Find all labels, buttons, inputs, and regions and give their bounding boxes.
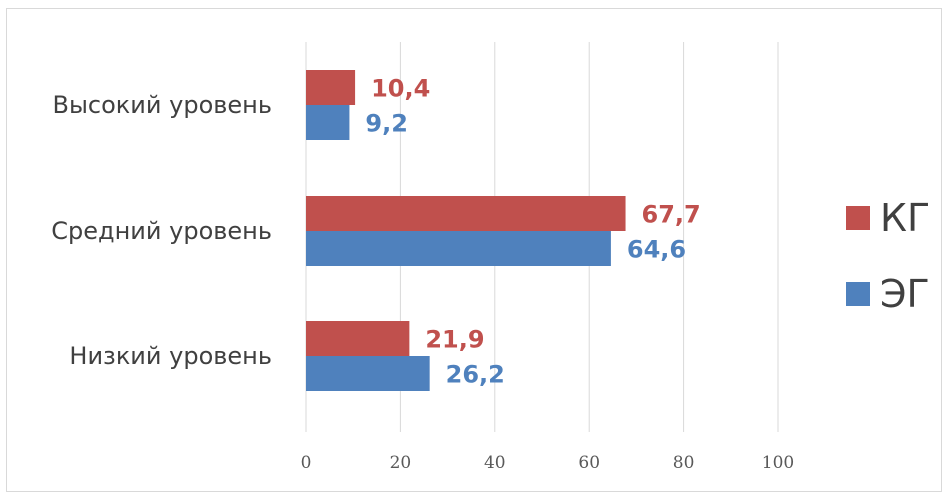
bar xyxy=(306,321,410,356)
x-tick-label: 80 xyxy=(673,453,695,473)
data-label: 9,2 xyxy=(365,110,408,138)
legend-label: КГ xyxy=(880,196,930,240)
data-label: 21,9 xyxy=(425,326,484,354)
x-tick-label: 20 xyxy=(390,453,412,473)
x-tick-label: 100 xyxy=(762,453,794,473)
data-label: 67,7 xyxy=(642,201,701,229)
data-labels-group: 10,4 67,7 21,9 9,2 64,6 26,2 xyxy=(365,75,700,389)
x-tick-labels-group: 0 20 40 60 80 100 xyxy=(301,453,795,473)
category-label: Средний уровень xyxy=(51,217,272,245)
data-label: 10,4 xyxy=(371,75,430,103)
legend-swatch xyxy=(846,282,870,306)
legend: КГ ЭГ xyxy=(846,196,930,316)
legend-label: ЭГ xyxy=(880,272,930,316)
x-tick-label: 60 xyxy=(578,453,600,473)
bar xyxy=(306,196,626,231)
data-label: 26,2 xyxy=(446,361,505,389)
data-label: 64,6 xyxy=(627,236,686,264)
category-label: Высокий уровень xyxy=(53,91,272,119)
x-tick-label: 40 xyxy=(484,453,506,473)
legend-swatch xyxy=(846,206,870,230)
category-label: Низкий уровень xyxy=(69,342,272,370)
bars-group xyxy=(306,70,626,391)
bar xyxy=(306,356,430,391)
bar xyxy=(306,70,356,105)
category-labels-group: Высокий уровень Средний уровень Низкий уро… xyxy=(51,91,272,370)
bar xyxy=(306,105,350,140)
x-tick-label: 0 xyxy=(301,453,312,473)
bar xyxy=(306,231,611,266)
